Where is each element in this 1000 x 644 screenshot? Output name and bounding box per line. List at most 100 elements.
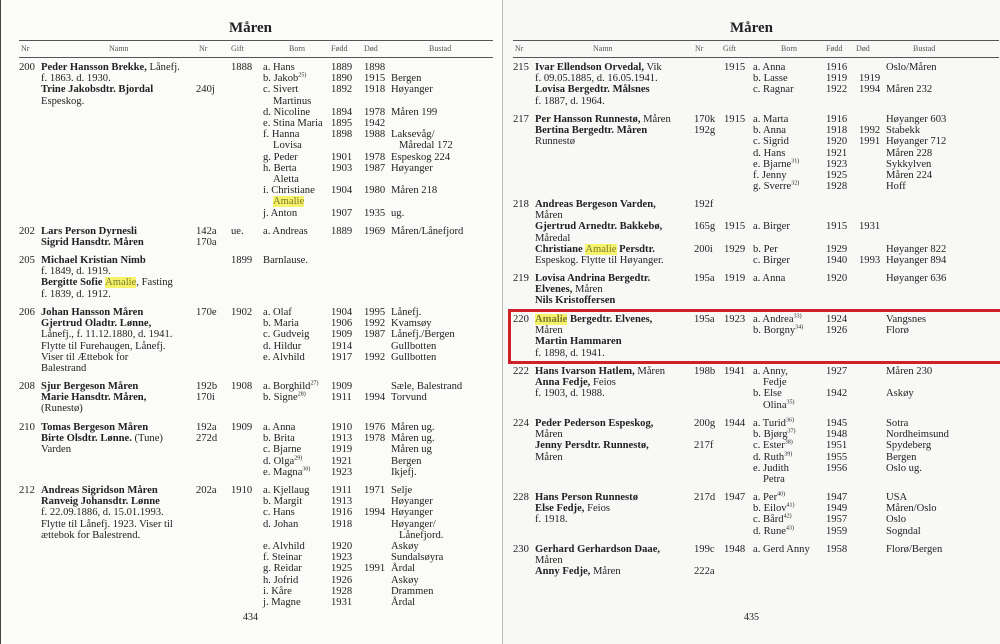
- child-row: i. Christiane Amalie 1904 1980 Måren 218: [263, 185, 493, 208]
- name-line: Varden: [41, 444, 493, 455]
- child-row: b. Per 1929 Høyanger 822: [753, 244, 999, 255]
- child-row: e. Stina Maria 1895 1942: [263, 118, 493, 129]
- children-list: a. Kjellaug 1911 1971 Selje b. Margit 1913 Høy…: [263, 485, 493, 608]
- child-name: b. Jakob25): [263, 72, 307, 85]
- child-name: [753, 233, 999, 244]
- name-text: Espeskog.: [41, 95, 85, 107]
- name-line: Andreas Sigridson Måren 202a: [41, 485, 493, 496]
- name-text: f. 1887, d. 1964.: [535, 95, 605, 107]
- marriage-year: 1909: [231, 422, 253, 433]
- child-row: d. Olga29) 1921 Bergen: [263, 455, 493, 467]
- spacer: [263, 530, 493, 541]
- child-row: c. Birger 1940 1993 Høyanger 894: [753, 255, 999, 266]
- column-header-nr: Nr: [21, 44, 30, 53]
- name-line: Ranveig Johansdtr. Lønne: [41, 496, 493, 507]
- name-line: Måredal: [535, 233, 999, 244]
- residence: Espeskog 224: [391, 151, 451, 163]
- child-name: c. Gudveig: [263, 329, 310, 341]
- child-row: a. Andreas 1889 1969 Måren/Lånefjord: [263, 226, 493, 237]
- child-row: d. Rune43) 1959 Sogndal: [753, 525, 999, 537]
- child-row: e. Bjarne31) 1923 Sykkylven: [753, 158, 999, 170]
- entry-number: 218: [513, 199, 529, 210]
- name-text: Måren: [590, 566, 621, 578]
- column-header-row: Nr Namn Nr Gift Born Fødd Død Bustad: [513, 40, 999, 58]
- entry-number: 202: [19, 226, 35, 237]
- child-name: c. Bjarne: [263, 444, 302, 456]
- child-row: h. Berta Aletta 1903 1987 Høyanger: [263, 163, 493, 185]
- name-line: Lovisa Andrina Bergedtr. 195a: [535, 273, 999, 284]
- residence: Høyanger: [391, 496, 433, 508]
- entry-number: 200: [19, 62, 35, 73]
- children-list: a. Borghild27) 1909 Sæle, Balestrand b. Sig…: [263, 380, 493, 403]
- child-name: d. Hans: [753, 147, 786, 159]
- child-name: e. Bjarne31): [753, 158, 800, 170]
- birth-year: 1931: [331, 597, 353, 609]
- child-name: h. Berta: [263, 162, 297, 174]
- child-name: a. Birger: [753, 221, 790, 233]
- child-name: e. Alvhild: [263, 541, 305, 553]
- child-row: a. Turid36) 1945 Sotra: [753, 417, 999, 429]
- entry-210: 210 Tomas Bergeson Måren 192a Birte Olsdtr.…: [19, 422, 493, 478]
- name-text: Måren: [535, 429, 563, 441]
- name-line: Flytte til Lånefj. 1923. Viser til: [41, 519, 493, 530]
- child-name: b. Maria: [263, 318, 299, 330]
- entry-206: 206 Johan Hansson Måren 170e Gjertrud Oladt…: [19, 307, 493, 374]
- child-name-text: Martinus: [273, 95, 312, 107]
- entry-number: 230: [513, 544, 529, 555]
- entry-205: 205 Michael Kristian Nimb f. 1849, d. 1919…: [19, 255, 493, 300]
- name-text: Anny Fedje,: [535, 566, 591, 578]
- birth-year: 1909: [331, 381, 353, 392]
- entry-names: Lovisa Andrina Bergedtr. 195a Elvenes, Mår…: [535, 273, 999, 307]
- birth-year: 1909: [331, 329, 353, 341]
- child-row: e. Alvhild 1920 Askøy: [263, 541, 493, 552]
- child-row: d. Ruth39) 1955 Bergen: [753, 451, 999, 463]
- column-header-fodd: Fødd: [331, 44, 348, 53]
- residence: Måren ug.: [391, 433, 435, 445]
- residence: Måren 230: [886, 366, 933, 377]
- entry-230: 230 Gerhard Gerhardson Daae, 199c Måren Anny…: [513, 544, 999, 578]
- name-text: Johan Hansson Måren: [41, 307, 144, 318]
- name-text: Martin Hammaren: [535, 336, 622, 348]
- birth-year: 1914: [331, 340, 353, 352]
- name-line: f. 1887, d. 1964.: [535, 96, 999, 107]
- children-list: a. Turid36) 1945 Sotra b. Bjørg37) 1948 Nordh…: [753, 417, 999, 485]
- entry-220: 220 Amalie Bergedtr. Elvenes, 195a Måren Mar…: [508, 309, 1000, 364]
- entry-names: Tomas Bergeson Måren 192a Birte Olsdtr. Lø…: [41, 422, 493, 456]
- column-header-born: Born: [289, 44, 305, 53]
- name-text: Else Fedje,: [535, 503, 585, 515]
- marriage-year: 1947: [724, 492, 746, 503]
- entry-names: Lars Person Dyrnesli 142a Sigrid Hansdtr. …: [41, 226, 493, 248]
- birth-year: 1921: [331, 455, 353, 467]
- birth-year: 1918: [826, 125, 848, 137]
- child-name: j. Magne: [263, 597, 301, 609]
- child-name: d. Ruth39): [753, 451, 793, 463]
- marriage-year: 1899: [231, 255, 253, 266]
- footnote-ref: 43): [785, 525, 794, 532]
- child-name: d. Johan: [263, 518, 299, 530]
- child-row: j. Magne 1931 Årdal: [263, 597, 493, 608]
- child-name: b. Margit: [263, 496, 303, 508]
- name-line: Marie Hansdtr. Måren, 170i: [41, 392, 493, 403]
- birth-year: 1949: [826, 503, 848, 515]
- parent-reference: 202a: [196, 485, 217, 496]
- child-row: f. Hanna Lovisa 1898 1988 Laksevåg/Måredal 1…: [263, 129, 493, 151]
- parent-reference: 192a: [196, 422, 217, 433]
- birth-year: 1942: [826, 388, 848, 400]
- death-year: 1978: [364, 433, 386, 445]
- birth-year: 1926: [826, 325, 848, 337]
- residence: Askøy: [391, 574, 419, 586]
- child-row: c. Ester38) 1951 Spydeberg: [753, 440, 999, 452]
- name-text: Feios: [590, 377, 616, 389]
- name-text: f. 1839, d. 1912.: [41, 288, 111, 300]
- child-row: b. Jakob25) 1890 1915 Bergen: [263, 72, 493, 85]
- child-name-continued: Olina35): [753, 399, 999, 411]
- name-text: Hans Person Runnestø: [535, 492, 639, 503]
- residence: Høyanger: [391, 84, 433, 96]
- parent-reference: 192b: [196, 381, 218, 392]
- name-line: Hans Ivarson Hatlem, Måren 198b: [535, 366, 999, 377]
- parent-reference: 217d: [694, 492, 716, 503]
- birth-year: 1910: [331, 422, 353, 433]
- footnote-ref: 40): [777, 491, 786, 498]
- name-line: Elvenes, Måren: [535, 284, 999, 295]
- child-row: f. Jenny 1925 Måren 224: [753, 170, 999, 181]
